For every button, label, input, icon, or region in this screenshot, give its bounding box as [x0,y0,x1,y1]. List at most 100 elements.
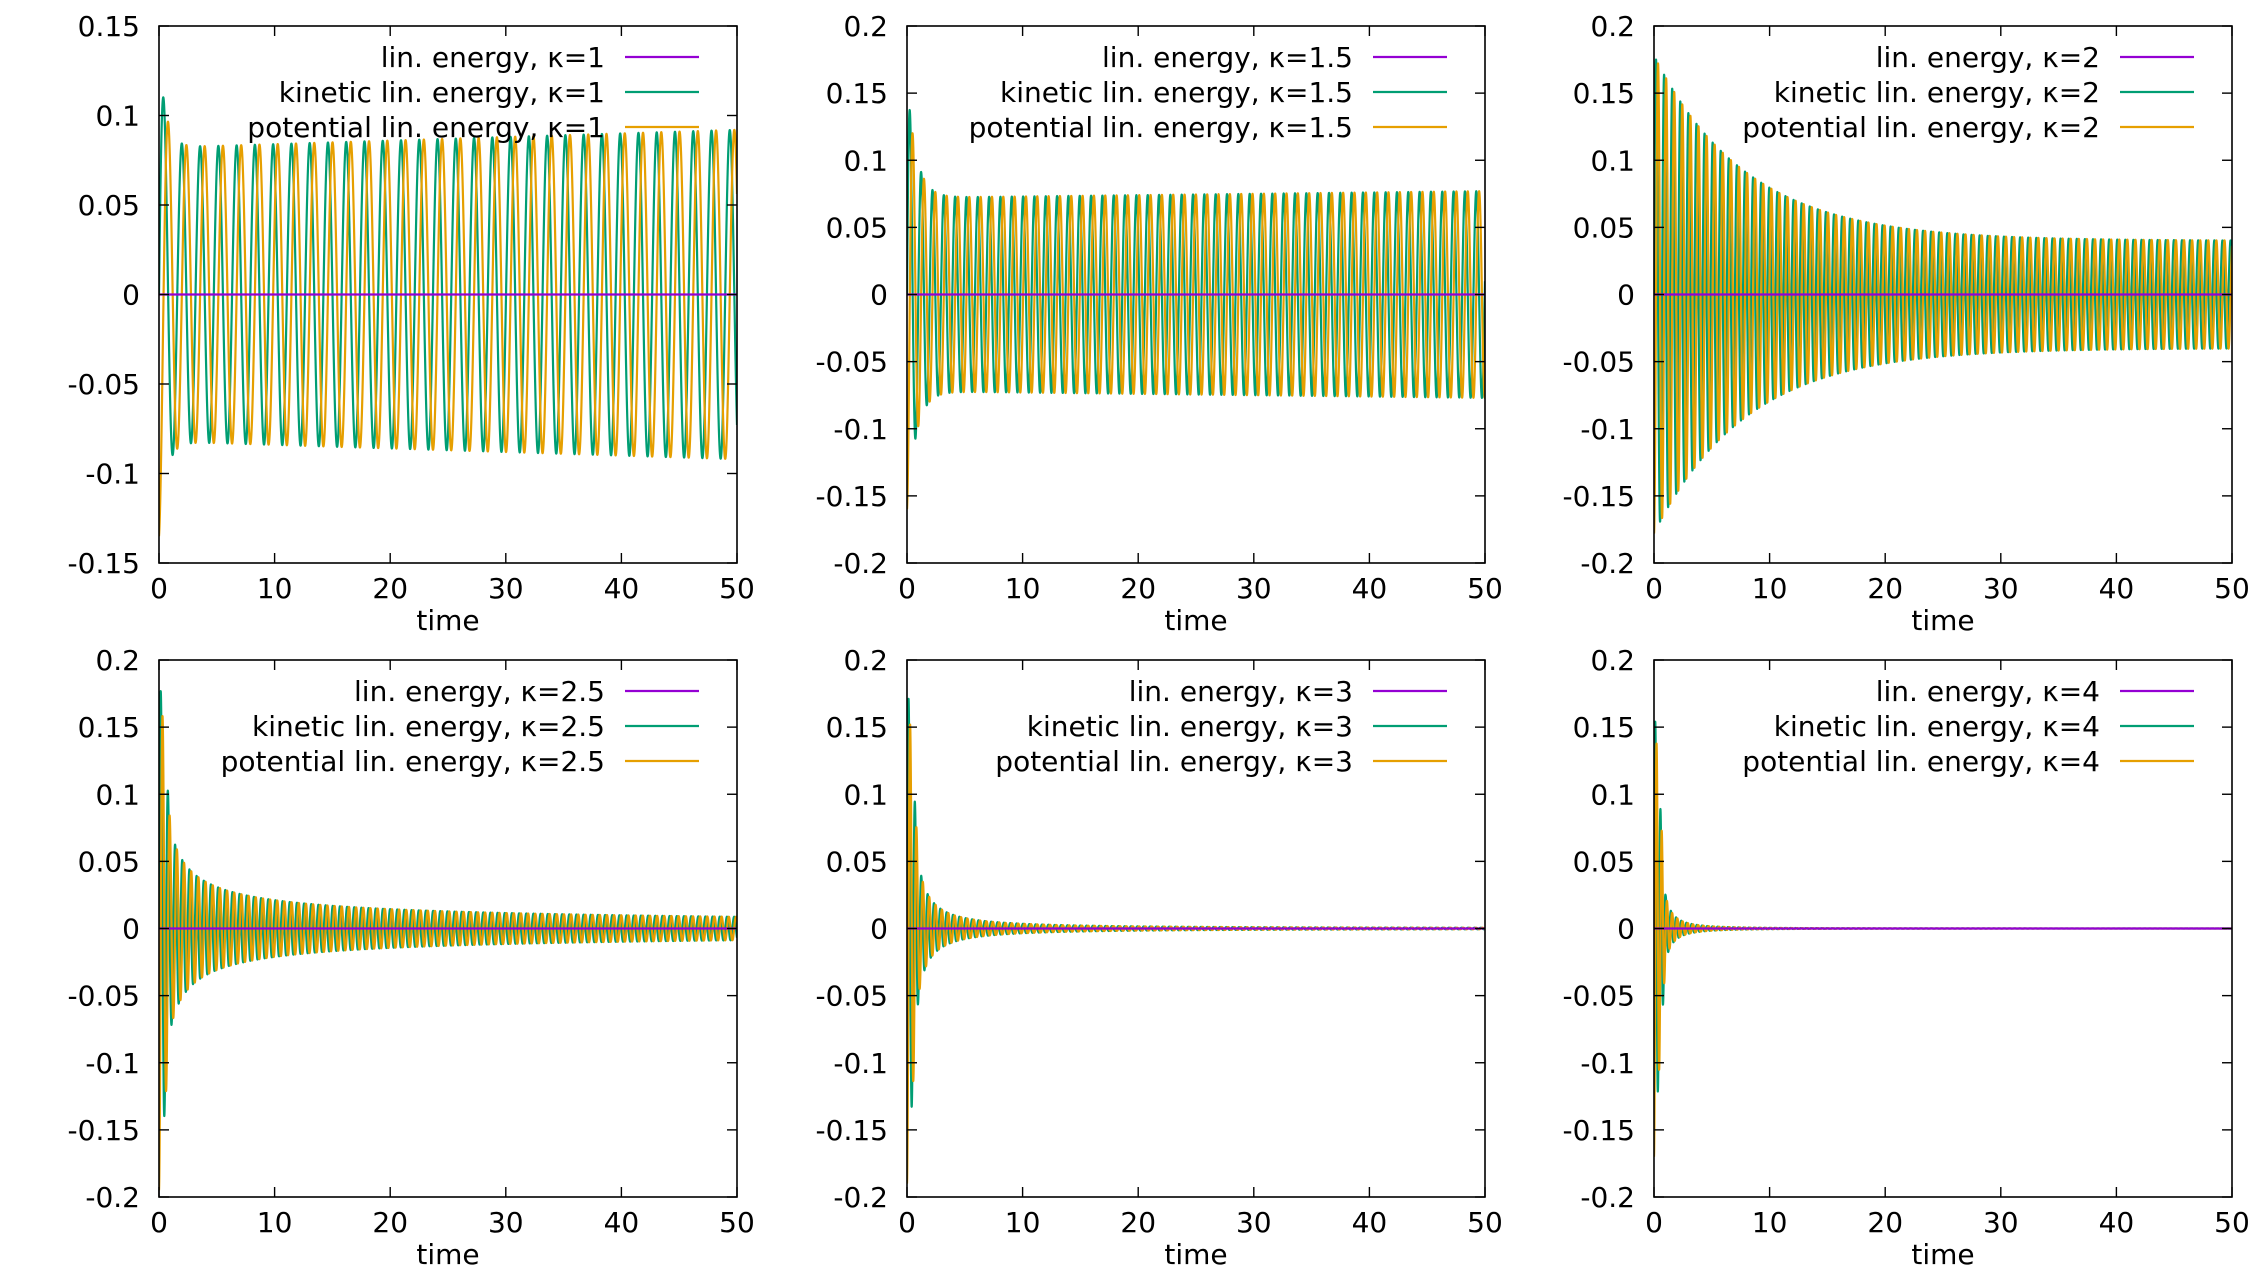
x-tick-label: 30 [1983,1206,2019,1239]
x-tick-label: 40 [2099,1206,2135,1239]
x-axis-label: time [416,1238,479,1271]
legend-entry-label: potential lin. energy, κ=1.5 [969,111,1353,144]
y-tick-label: -0.15 [816,480,888,513]
legend-entry-label: potential lin. energy, κ=4 [1742,745,2100,778]
legend-entry-label: lin. energy, κ=3 [1129,675,1353,708]
legend-entry-label: lin. energy, κ=4 [1876,675,2100,708]
y-tick-label: 0 [870,279,888,312]
x-tick-label: 30 [1236,572,1272,605]
x-tick-label: 50 [719,1206,755,1239]
chart-panel-3: 0 10 20 30 40 50 -0.2 -0.15 -0.1 -0.05 0 0.05 0.1 0.1… [1563,10,2250,637]
legend-entry-label: kinetic lin. energy, κ=2 [1774,76,2100,109]
x-tick-label: 30 [1236,1206,1272,1239]
y-tick-label: 0.05 [1573,211,1635,244]
y-tick-label: 0.05 [78,845,140,878]
x-tick-label: 20 [372,572,408,605]
y-tick-label: 0 [122,913,140,946]
y-tick-label: 0.15 [1573,711,1635,744]
y-tick-label: 0.05 [1573,845,1635,878]
legend-entry-label: kinetic lin. energy, κ=2.5 [252,710,605,743]
x-tick-label: 0 [150,1206,168,1239]
y-tick-label: 0.2 [1590,10,1635,43]
chart-panel-5: 0 10 20 30 40 50 -0.2 -0.15 -0.1 -0.05 0 0.05 0.1 0.1… [816,644,1503,1271]
legend-entry-label: kinetic lin. energy, κ=3 [1027,710,1353,743]
x-tick-label: 10 [257,572,293,605]
x-axis-label: time [1911,1238,1974,1271]
y-tick-label: 0.15 [78,10,140,43]
y-tick-label: -0.1 [1580,413,1635,446]
y-tick-label: 0.15 [826,77,888,110]
y-tick-label: 0.15 [826,711,888,744]
y-tick-label: -0.2 [85,1181,140,1214]
series-line-kinetic [907,108,1485,440]
y-tick-label: -0.1 [833,413,888,446]
x-tick-label: 20 [1120,1206,1156,1239]
y-tick-label: 0 [870,913,888,946]
y-tick-label: -0.15 [68,547,140,580]
legend-entry-label: potential lin. energy, κ=2.5 [221,745,605,778]
y-tick-label: -0.15 [816,1114,888,1147]
legend-entry-label: lin. energy, κ=1.5 [1102,41,1353,74]
y-tick-label: -0.05 [68,980,140,1013]
x-tick-label: 20 [1867,572,1903,605]
y-tick-label: 0.2 [1590,644,1635,677]
legend-entry-label: potential lin. energy, κ=3 [995,745,1353,778]
legend-entry-label: potential lin. energy, κ=1 [247,111,605,144]
series-line-potential [1654,62,2232,534]
x-tick-label: 20 [1867,1206,1903,1239]
x-tick-label: 40 [604,572,640,605]
x-tick-label: 10 [1752,1206,1788,1239]
x-axis-label: time [1164,1238,1227,1271]
x-tick-label: 40 [1352,1206,1388,1239]
y-tick-label: -0.05 [68,368,140,401]
y-tick-label: -0.05 [1563,980,1635,1013]
x-axis-label: time [1164,604,1227,637]
x-tick-label: 10 [257,1206,293,1239]
y-tick-label: 0.1 [843,144,888,177]
x-tick-label: 0 [898,572,916,605]
chart-panel-4: 0 10 20 30 40 50 -0.2 -0.15 -0.1 -0.05 0 0.05 0.1 0.1… [68,644,755,1271]
x-tick-label: 30 [488,572,524,605]
x-tick-label: 20 [372,1206,408,1239]
y-tick-label: 0.1 [95,778,140,811]
y-tick-label: 0.1 [843,778,888,811]
y-tick-label: -0.05 [816,980,888,1013]
x-tick-label: 10 [1752,572,1788,605]
x-tick-label: 50 [1467,1206,1503,1239]
y-tick-label: -0.05 [1563,346,1635,379]
y-tick-label: -0.1 [85,458,140,491]
y-tick-label: 0.1 [95,100,140,133]
x-tick-label: 10 [1005,1206,1041,1239]
x-tick-label: 50 [2214,1206,2250,1239]
x-tick-label: 0 [150,572,168,605]
y-tick-label: -0.2 [833,1181,888,1214]
y-tick-label: -0.15 [1563,1114,1635,1147]
y-tick-label: -0.15 [1563,480,1635,513]
x-tick-label: 0 [1645,572,1663,605]
y-tick-label: -0.05 [816,346,888,379]
y-tick-label: 0.2 [843,644,888,677]
chart-panel-1: 0 10 20 30 40 50 -0.15 -0.1 -0.05 0 0.05 0.1 0.15 tim… [68,10,755,637]
series-line-potential [159,715,737,1191]
series-line-potential [907,723,1485,1184]
y-tick-label: 0 [122,279,140,312]
y-tick-label: 0.2 [843,10,888,43]
legend-entry-label: kinetic lin. energy, κ=1.5 [1000,76,1353,109]
y-tick-label: 0.2 [95,644,140,677]
y-tick-label: 0.05 [78,189,140,222]
legend-entry-label: lin. energy, κ=1 [381,41,605,74]
y-tick-label: -0.1 [1580,1047,1635,1080]
x-tick-label: 30 [1983,572,2019,605]
y-tick-label: 0 [1617,279,1635,312]
x-tick-label: 50 [2214,572,2250,605]
y-tick-label: 0 [1617,913,1635,946]
x-tick-label: 10 [1005,572,1041,605]
series-line-potential [1654,742,2232,1157]
y-tick-label: 0.05 [826,845,888,878]
y-tick-label: -0.2 [833,547,888,580]
